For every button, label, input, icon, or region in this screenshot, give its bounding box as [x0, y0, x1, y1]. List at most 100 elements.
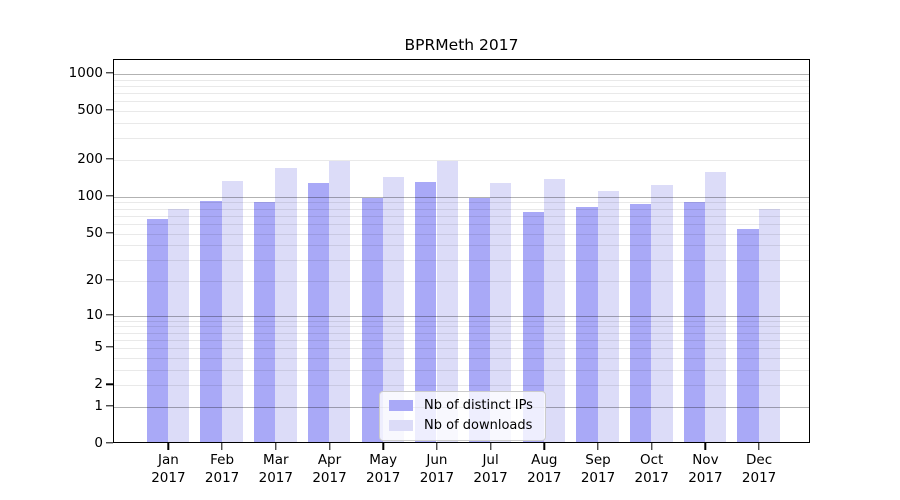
gridline-minor-700: [114, 93, 809, 95]
gridline-minor-8: [114, 326, 809, 328]
bar-distinct-ips-jun: [415, 181, 437, 442]
gridline-minor-600: [114, 101, 809, 103]
bar-downloads-may: [382, 176, 405, 442]
chart-title: BPRMeth 2017: [404, 36, 519, 54]
gridline-minor-90: [114, 202, 809, 204]
gridline-minor-70: [114, 215, 809, 217]
legend-item-distinct-ips: Nb of distinct IPs: [389, 398, 533, 413]
gridline-minor-900: [114, 79, 809, 81]
bar-distinct-ips-oct: [630, 203, 652, 442]
gridline-minor-9: [114, 320, 809, 322]
bar-downloads-apr: [329, 161, 351, 442]
y-tick-mark-1000: [106, 72, 113, 74]
x-tick-label-jun: Jun 2017: [419, 452, 455, 486]
y-tick-label-50: 50: [85, 224, 103, 241]
x-tick-label-apr: Apr 2017: [312, 452, 347, 486]
gridline-minor-20: [114, 281, 809, 282]
bar-downloads-mar: [275, 168, 297, 442]
y-tick-label-10: 10: [85, 306, 103, 323]
gridline-minor-6: [114, 339, 809, 341]
y-tick-label-0: 0: [94, 435, 103, 451]
y-tick-mark-20: [106, 279, 113, 281]
gridline-minor-80: [114, 208, 809, 210]
x-tick-mark-apr: [328, 443, 331, 450]
y-tick-mark-200: [106, 158, 113, 160]
x-tick-mark-jul: [489, 443, 492, 450]
y-tick-mark-2: [106, 383, 113, 385]
x-tick-label-jan: Jan 2017: [151, 452, 186, 486]
gridline-major-100: [114, 196, 809, 198]
y-tick-mark-5: [106, 346, 113, 348]
legend: Nb of distinct IPs Nb of downloads: [379, 391, 546, 441]
bar-distinct-ips-nov: [683, 202, 705, 442]
x-tick-mark-may: [382, 443, 384, 450]
x-tick-mark-dec: [758, 443, 760, 450]
bar-downloads-nov: [705, 172, 727, 442]
legend-item-downloads: Nb of downloads: [389, 418, 533, 433]
y-tick-label-500: 500: [77, 102, 103, 119]
y-tick-mark-10: [106, 313, 113, 316]
y-tick-mark-50: [106, 231, 113, 234]
x-tick-mark-jan: [167, 443, 170, 450]
y-tick-label-1000: 1000: [68, 65, 103, 81]
legend-label-distinct-ips: Nb of distinct IPs: [424, 398, 533, 413]
gridline-minor-800: [114, 86, 809, 87]
bar-downloads-oct: [651, 185, 673, 442]
x-tick-mark-jun: [436, 443, 438, 450]
x-tick-mark-aug: [543, 443, 545, 450]
gridline-minor-7: [114, 332, 809, 334]
x-tick-label-sep: Sep 2017: [580, 452, 616, 486]
gridline-minor-50: [114, 233, 809, 235]
y-tick-label-20: 20: [85, 272, 103, 288]
y-tick-label-2: 2: [94, 376, 103, 393]
gridline-major-1000: [114, 74, 809, 75]
y-tick-label-5: 5: [94, 339, 103, 356]
legend-label-downloads: Nb of downloads: [424, 418, 533, 433]
x-tick-mark-nov: [704, 443, 707, 450]
bar-downloads-aug: [543, 179, 566, 442]
x-tick-label-mar: Mar 2017: [258, 452, 293, 486]
bar-distinct-ips-feb: [200, 201, 222, 442]
gridline-minor-200: [114, 160, 809, 161]
gridline-minor-30: [114, 260, 809, 262]
x-tick-label-aug: Aug 2017: [527, 452, 562, 486]
bar-distinct-ips-jan: [146, 219, 168, 442]
y-tick-label-200: 200: [77, 151, 103, 167]
bar-downloads-jan: [168, 209, 190, 442]
legend-swatch-distinct-ips: [389, 400, 413, 411]
bar-distinct-ips-apr: [307, 183, 330, 442]
x-tick-mark-sep: [597, 443, 599, 450]
gridline-minor-5: [114, 348, 809, 350]
x-tick-label-nov: Nov 2017: [688, 452, 723, 486]
y-tick-label-1: 1: [94, 397, 103, 414]
x-tick-label-may: May 2017: [366, 452, 401, 486]
bar-downloads-jul: [490, 183, 512, 442]
bar-downloads-sep: [597, 190, 619, 442]
gridline-minor-60: [114, 223, 809, 225]
gridline-minor-3: [114, 369, 809, 371]
x-tick-mark-feb: [221, 443, 223, 450]
y-tick-label-100: 100: [77, 187, 103, 204]
gridline-minor-4: [114, 357, 809, 359]
x-tick-mark-oct: [650, 443, 653, 450]
bar-downloads-jun: [436, 161, 458, 442]
bar-distinct-ips-aug: [522, 212, 544, 442]
plot-area: Nb of distinct IPs Nb of downloads: [113, 59, 810, 443]
bar-downloads-feb: [221, 180, 243, 442]
y-tick-mark-500: [106, 109, 113, 111]
gridline-minor-300: [114, 138, 809, 140]
x-tick-label-jul: Jul 2017: [473, 452, 508, 486]
gridline-major-10: [114, 315, 809, 317]
gridline-minor-400: [114, 123, 809, 124]
gridline-minor-2: [114, 385, 809, 387]
y-tick-mark-100: [106, 195, 113, 197]
y-tick-mark-0: [106, 442, 113, 444]
x-tick-mark-mar: [275, 443, 277, 450]
bar-distinct-ips-jul: [468, 197, 491, 442]
bar-distinct-ips-dec: [737, 229, 759, 442]
bar-distinct-ips-mar: [254, 202, 276, 442]
x-tick-label-feb: Feb 2017: [204, 452, 240, 486]
x-tick-label-dec: Dec 2017: [741, 452, 777, 486]
gridline-minor-40: [114, 245, 809, 247]
